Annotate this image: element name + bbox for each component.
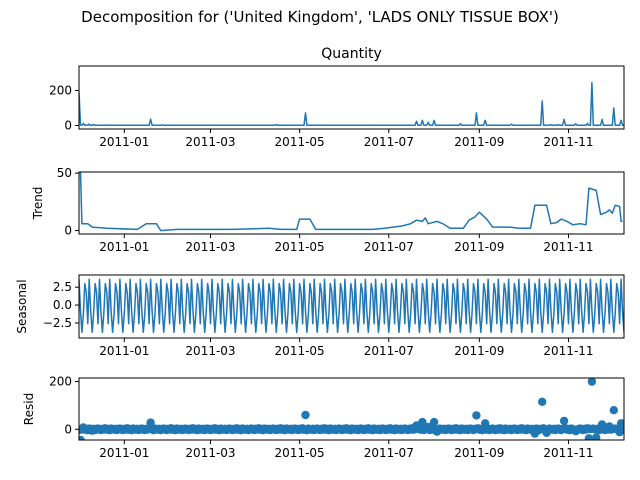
observed-series-line <box>79 81 624 127</box>
y-tick-label: 0.0 <box>53 298 72 312</box>
x-tick-label: 2011-01 <box>99 446 149 460</box>
y-tick-label: 200 <box>49 84 72 98</box>
y-tick-label: 200 <box>49 375 72 389</box>
x-tick-label: 2011-07 <box>364 135 414 149</box>
resid-point <box>538 397 547 406</box>
seasonal-axes-frame <box>78 274 625 339</box>
x-tick-label: 2011-09 <box>454 135 504 149</box>
x-tick-label: 2011-09 <box>454 446 504 460</box>
x-tick-label: 2011-09 <box>454 344 504 358</box>
trend-axes-frame <box>78 171 625 235</box>
x-tick-label: 2011-01 <box>99 135 149 149</box>
observed-plot-area <box>79 81 624 127</box>
observed-axes-frame <box>78 65 625 130</box>
x-tick-label: 2011-05 <box>275 240 325 254</box>
resid-point <box>301 410 310 420</box>
x-tick-label: 2011-11 <box>543 446 593 460</box>
resid-point <box>429 417 439 427</box>
x-tick-label: 2011-07 <box>364 240 414 254</box>
x-tick-label: 2011-07 <box>364 446 414 460</box>
resid-point <box>418 417 427 427</box>
y-tick-label: 0 <box>64 224 72 238</box>
resid-point <box>619 424 624 433</box>
y-tick-label: 0 <box>64 422 72 436</box>
figure-suptitle: Decomposition for ('United Kingdom', 'LA… <box>81 8 559 26</box>
y-tick-label: −2.5 <box>43 316 72 330</box>
observed-panel-title: Quantity <box>321 46 382 62</box>
resid-point <box>472 411 481 420</box>
x-tick-label: 2011-11 <box>543 344 593 358</box>
x-tick-label: 2011-01 <box>99 344 149 358</box>
resid-plot-area <box>79 378 624 440</box>
x-tick-label: 2011-11 <box>543 135 593 149</box>
x-tick-label: 2011-09 <box>454 240 504 254</box>
trend-ylabel: Trend <box>31 187 45 221</box>
panel-seasonal: 2011-01 2011-03 2011-05 2011-07 2011-09 2011-… <box>15 274 625 358</box>
resid-point <box>609 406 618 415</box>
x-tick-label: 2011-03 <box>185 446 235 460</box>
trend-plot-area <box>79 172 623 232</box>
x-tick-label: 2011-03 <box>185 344 235 358</box>
y-tick-label: 0 <box>64 119 72 133</box>
resid-point <box>587 378 597 386</box>
resid-point <box>559 416 569 426</box>
resid-ylabel: Resid <box>22 393 36 425</box>
x-tick-label: 2011-11 <box>543 240 593 254</box>
seasonal-series-line <box>79 278 624 334</box>
seasonal-ylabel: Seasonal <box>15 279 29 333</box>
trend-series-line <box>79 172 623 232</box>
resid-point <box>79 435 85 440</box>
x-tick-label: 2011-05 <box>275 344 325 358</box>
resid-point <box>592 433 601 440</box>
y-tick-label: 2.5 <box>53 280 72 294</box>
resid-point <box>584 434 594 440</box>
seasonal-plot-area <box>79 278 624 334</box>
x-tick-label: 2011-05 <box>275 446 325 460</box>
x-tick-label: 2011-07 <box>364 344 414 358</box>
x-tick-label: 2011-05 <box>275 135 325 149</box>
x-tick-label: 2011-03 <box>185 135 235 149</box>
y-tick-label: 50 <box>57 166 72 180</box>
x-tick-label: 2011-03 <box>185 240 235 254</box>
panel-trend: 2011-01 2011-03 2011-05 2011-07 2011-09 2011-… <box>31 166 625 254</box>
resid-point <box>146 418 155 427</box>
panel-resid: 2011-01 2011-03 2011-05 2011-07 2011-09 2011-… <box>22 375 625 460</box>
panel-observed: 2011-01 2011-03 2011-05 2011-07 2011-09 2011-… <box>49 46 625 149</box>
panels: 2011-01 2011-03 2011-05 2011-07 2011-09 2011-… <box>15 46 625 460</box>
x-tick-label: 2011-01 <box>99 240 149 254</box>
resid-axes-frame <box>78 377 625 441</box>
